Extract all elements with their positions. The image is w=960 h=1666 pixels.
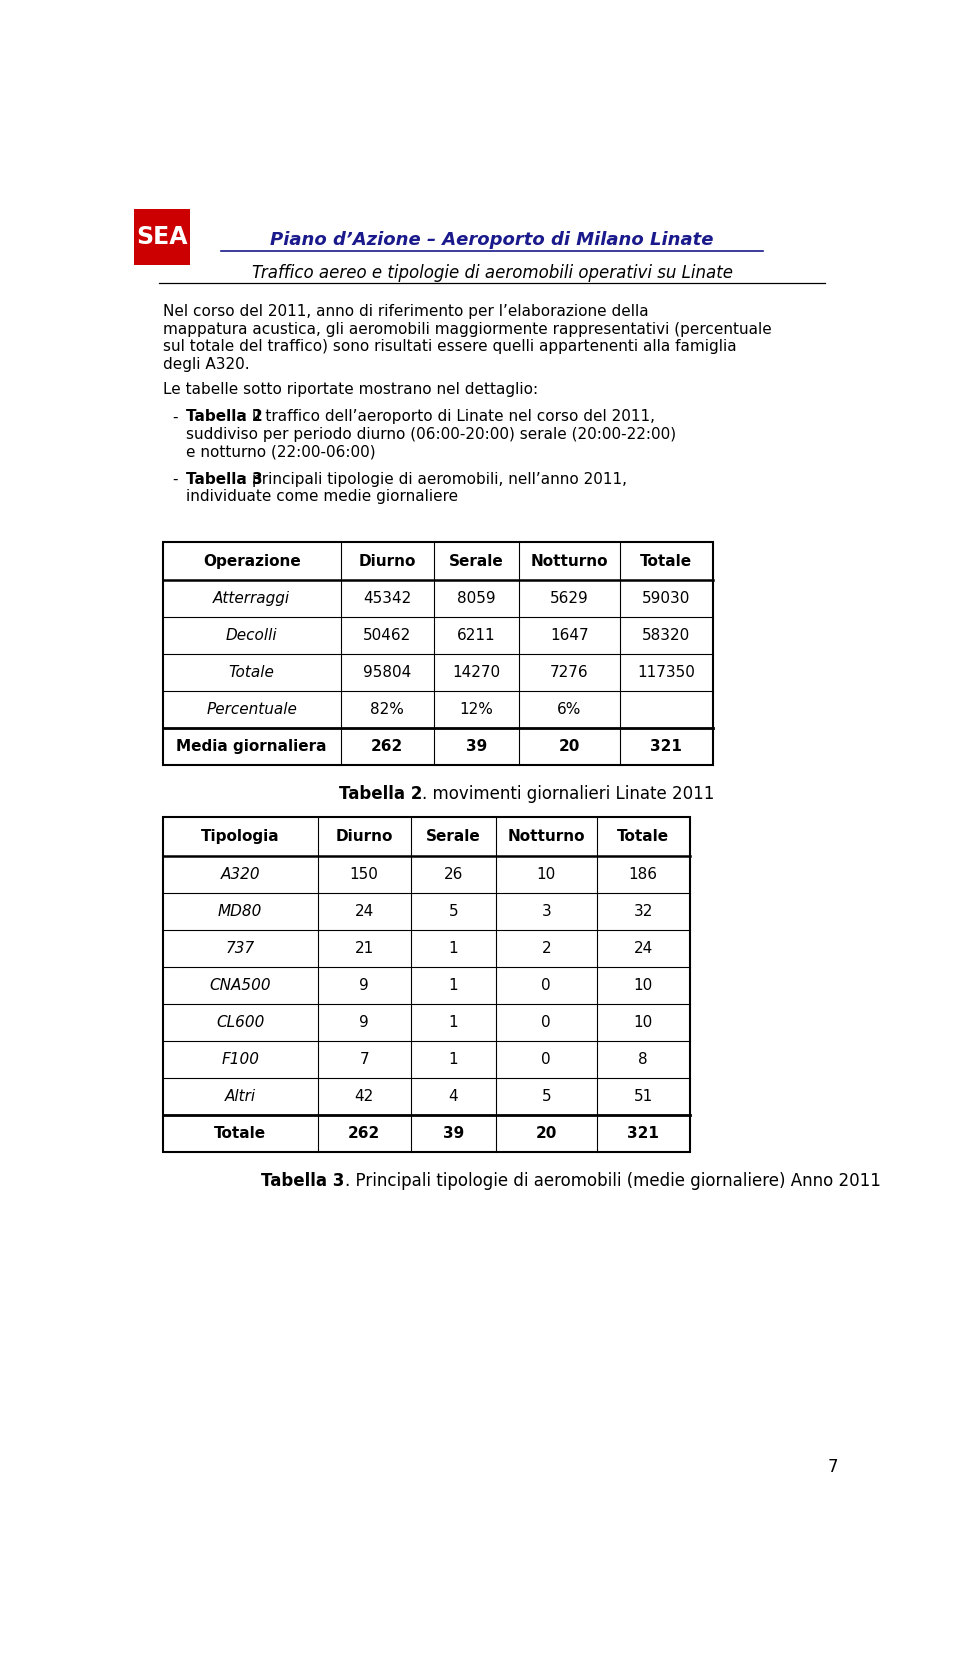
Text: 7: 7 — [828, 1458, 838, 1476]
Text: 1: 1 — [448, 1051, 458, 1066]
Text: individuate come medie giornaliere: individuate come medie giornaliere — [186, 490, 458, 505]
Text: Diurno: Diurno — [335, 830, 393, 845]
Text: 39: 39 — [466, 740, 487, 755]
Text: Notturno: Notturno — [531, 553, 609, 568]
Text: SEA: SEA — [136, 225, 187, 248]
Text: Tabella 3: Tabella 3 — [261, 1171, 345, 1190]
Text: 2: 2 — [541, 941, 551, 956]
Text: 20: 20 — [559, 740, 580, 755]
Text: 12%: 12% — [460, 701, 493, 716]
Text: Totale: Totale — [640, 553, 692, 568]
Text: 262: 262 — [348, 1126, 380, 1141]
Text: 10: 10 — [537, 866, 556, 881]
Text: 42: 42 — [354, 1088, 373, 1103]
Text: Serale: Serale — [449, 553, 504, 568]
Bar — [162, 818, 689, 1151]
Text: 51: 51 — [634, 1088, 653, 1103]
Text: 10: 10 — [634, 978, 653, 993]
Text: Decolli: Decolli — [226, 628, 277, 643]
Text: Piano d’Azione – Aeroporto di Milano Linate: Piano d’Azione – Aeroporto di Milano Lin… — [271, 232, 713, 248]
Text: Notturno: Notturno — [508, 830, 585, 845]
Text: e notturno (22:00-06:00): e notturno (22:00-06:00) — [186, 445, 375, 460]
Text: 5629: 5629 — [550, 591, 588, 606]
Text: Totale: Totale — [214, 1126, 266, 1141]
Text: 5: 5 — [541, 1088, 551, 1103]
Text: Tabella 2: Tabella 2 — [339, 785, 422, 803]
Text: Tabella 3: Tabella 3 — [186, 471, 262, 486]
Text: 10: 10 — [634, 1015, 653, 1030]
Text: CL600: CL600 — [216, 1015, 264, 1030]
Text: 1: 1 — [448, 1015, 458, 1030]
Text: Tabella 2: Tabella 2 — [186, 410, 263, 425]
Text: 95804: 95804 — [363, 665, 412, 680]
Text: Le tabelle sotto riportate mostrano nel dettaglio:: Le tabelle sotto riportate mostrano nel … — [162, 383, 538, 398]
Text: 262: 262 — [372, 740, 403, 755]
Text: 39: 39 — [443, 1126, 464, 1141]
Text: Operazione: Operazione — [203, 553, 300, 568]
Text: mappatura acustica, gli aeromobili maggiormente rappresentativi (percentuale: mappatura acustica, gli aeromobili maggi… — [162, 322, 772, 337]
Text: 26: 26 — [444, 866, 463, 881]
Text: 82%: 82% — [371, 701, 404, 716]
Text: -: - — [173, 410, 179, 425]
Text: degli A320.: degli A320. — [162, 357, 250, 372]
Text: suddiviso per periodo diurno (06:00-20:00) serale (20:00-22:00): suddiviso per periodo diurno (06:00-20:0… — [186, 426, 676, 441]
Text: 1: 1 — [448, 978, 458, 993]
Text: . Principali tipologie di aeromobili (medie giornaliere) Anno 2011: . Principali tipologie di aeromobili (me… — [345, 1171, 880, 1190]
Text: Serale: Serale — [426, 830, 481, 845]
Text: 6211: 6211 — [457, 628, 495, 643]
Text: 150: 150 — [349, 866, 378, 881]
Text: 321: 321 — [627, 1126, 660, 1141]
Text: 1647: 1647 — [550, 628, 588, 643]
Text: 21: 21 — [354, 941, 373, 956]
Text: CNA500: CNA500 — [209, 978, 271, 993]
Text: 59030: 59030 — [642, 591, 690, 606]
Text: 321: 321 — [651, 740, 683, 755]
Text: Totale: Totale — [617, 830, 669, 845]
Text: F100: F100 — [221, 1051, 259, 1066]
Text: 8059: 8059 — [457, 591, 495, 606]
Text: 3: 3 — [541, 905, 551, 920]
Text: -: - — [173, 471, 179, 486]
Text: 7: 7 — [359, 1051, 369, 1066]
Text: Percentuale: Percentuale — [206, 701, 298, 716]
Text: 737: 737 — [226, 941, 254, 956]
Text: Tipologia: Tipologia — [201, 830, 279, 845]
Text: Media giornaliera: Media giornaliera — [177, 740, 327, 755]
Text: 50462: 50462 — [363, 628, 412, 643]
Text: . movimenti giornalieri Linate 2011: . movimenti giornalieri Linate 2011 — [422, 785, 714, 803]
Text: MD80: MD80 — [218, 905, 262, 920]
Text: 0: 0 — [541, 1015, 551, 1030]
Text: 24: 24 — [354, 905, 373, 920]
Text: 186: 186 — [629, 866, 658, 881]
Text: : il traffico dell’aeroporto di Linate nel corso del 2011,: : il traffico dell’aeroporto di Linate n… — [242, 410, 655, 425]
Text: 45342: 45342 — [363, 591, 412, 606]
Text: Nel corso del 2011, anno di riferimento per l’elaborazione della: Nel corso del 2011, anno di riferimento … — [162, 303, 648, 318]
Text: Atterraggi: Atterraggi — [213, 591, 290, 606]
Text: A320: A320 — [220, 866, 260, 881]
Text: sul totale del traffico) sono risultati essere quelli appartenenti alla famiglia: sul totale del traffico) sono risultati … — [162, 340, 736, 355]
Text: Totale: Totale — [228, 665, 275, 680]
Text: : principali tipologie di aeromobili, nell’anno 2011,: : principali tipologie di aeromobili, ne… — [242, 471, 627, 486]
Text: 4: 4 — [448, 1088, 458, 1103]
Text: Diurno: Diurno — [359, 553, 416, 568]
Text: 20: 20 — [536, 1126, 557, 1141]
Text: 6%: 6% — [558, 701, 582, 716]
Text: Traffico aereo e tipologie di aeromobili operativi su Linate: Traffico aereo e tipologie di aeromobili… — [252, 265, 732, 282]
Text: 5: 5 — [448, 905, 458, 920]
Text: 9: 9 — [359, 1015, 369, 1030]
Text: 8: 8 — [638, 1051, 648, 1066]
Text: 24: 24 — [634, 941, 653, 956]
Text: Altri: Altri — [225, 1088, 255, 1103]
Text: 32: 32 — [634, 905, 653, 920]
Bar — [134, 210, 190, 265]
Text: 14270: 14270 — [452, 665, 500, 680]
Text: 0: 0 — [541, 1051, 551, 1066]
Text: 117350: 117350 — [637, 665, 695, 680]
Text: 1: 1 — [448, 941, 458, 956]
Text: 0: 0 — [541, 978, 551, 993]
Text: 58320: 58320 — [642, 628, 690, 643]
Text: 7276: 7276 — [550, 665, 588, 680]
Text: 9: 9 — [359, 978, 369, 993]
Bar — [162, 541, 713, 765]
